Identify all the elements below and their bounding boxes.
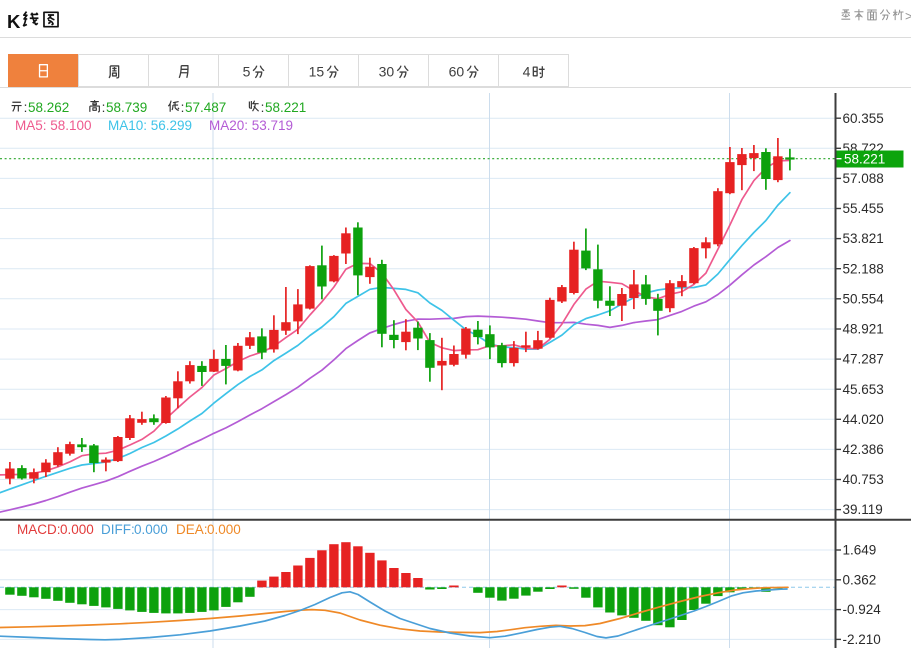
svg-text:60: 60 xyxy=(449,64,465,80)
svg-text:15: 15 xyxy=(309,64,325,80)
svg-text:MA5: 58.100: MA5: 58.100 xyxy=(15,118,92,133)
svg-text:DEA:: DEA: xyxy=(176,522,208,537)
svg-text:44.020: 44.020 xyxy=(843,412,884,427)
svg-text:0.000: 0.000 xyxy=(60,522,94,537)
svg-text:47.287: 47.287 xyxy=(843,352,884,367)
svg-text:53.821: 53.821 xyxy=(843,231,884,246)
svg-text::: : xyxy=(181,100,185,115)
svg-text:MA20: 53.719: MA20: 53.719 xyxy=(209,118,293,133)
svg-text:40.753: 40.753 xyxy=(843,472,884,487)
svg-text:-2.210: -2.210 xyxy=(843,632,881,647)
svg-text:57.487: 57.487 xyxy=(185,100,226,115)
svg-text:DIFF:: DIFF: xyxy=(101,522,135,537)
svg-text:K: K xyxy=(7,11,21,32)
svg-text:48.921: 48.921 xyxy=(843,322,884,337)
svg-text:MACD:: MACD: xyxy=(17,522,61,537)
svg-text::: : xyxy=(261,100,265,115)
svg-text:55.455: 55.455 xyxy=(843,201,884,216)
svg-text:45.653: 45.653 xyxy=(843,382,884,397)
svg-text:58.221: 58.221 xyxy=(265,100,306,115)
svg-text:0.000: 0.000 xyxy=(134,522,168,537)
svg-text:30: 30 xyxy=(379,64,395,80)
svg-text:50.554: 50.554 xyxy=(843,291,885,306)
svg-text::: : xyxy=(102,100,106,115)
svg-text::: : xyxy=(24,100,28,115)
svg-text:39.119: 39.119 xyxy=(843,502,883,517)
svg-text:1.649: 1.649 xyxy=(843,543,877,558)
svg-text:52.188: 52.188 xyxy=(843,261,884,276)
svg-text:60.355: 60.355 xyxy=(843,111,884,126)
svg-text:58.221: 58.221 xyxy=(844,152,885,167)
svg-text:0.000: 0.000 xyxy=(207,522,241,537)
svg-text:-0.924: -0.924 xyxy=(843,602,882,617)
svg-text:0.362: 0.362 xyxy=(843,572,877,587)
svg-text:MA10: 56.299: MA10: 56.299 xyxy=(108,118,192,133)
svg-text:57.088: 57.088 xyxy=(843,171,884,186)
svg-text:58.739: 58.739 xyxy=(106,100,147,115)
svg-text:>: > xyxy=(905,9,911,24)
svg-text:58.262: 58.262 xyxy=(28,100,69,115)
svg-text:4: 4 xyxy=(523,64,531,80)
svg-text:5: 5 xyxy=(243,64,251,80)
svg-text:42.386: 42.386 xyxy=(843,442,884,457)
